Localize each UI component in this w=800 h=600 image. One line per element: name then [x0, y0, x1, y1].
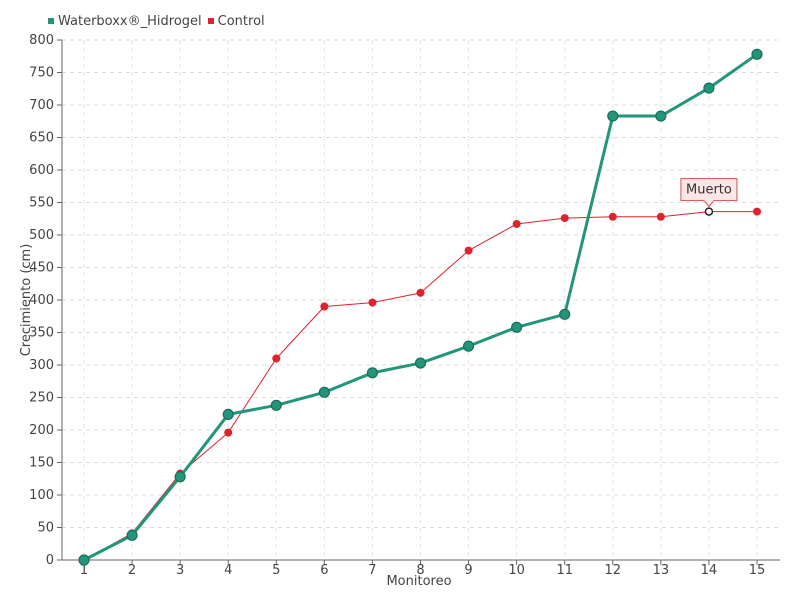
y-tick-label: 550 [29, 196, 54, 211]
legend-item-control[interactable]: Control [207, 13, 265, 29]
x-tick-label: 8 [416, 563, 424, 578]
x-tick-label: 3 [176, 563, 184, 578]
chart-legend: Waterboxx®_Hidrogel Control [48, 12, 271, 30]
y-tick-label: 200 [29, 423, 54, 438]
data-point-control [320, 302, 329, 311]
data-point-waterboxx [174, 471, 186, 483]
data-point-waterboxx [366, 367, 379, 379]
data-point-control [224, 428, 233, 437]
y-tick-label: 650 [29, 131, 54, 146]
y-tick-label: 500 [29, 228, 54, 243]
x-tick-label: 6 [320, 563, 328, 578]
x-tick-label: 4 [224, 563, 232, 578]
data-point-waterboxx [414, 357, 427, 369]
y-axis-label: Crecimiento (cm) [19, 244, 34, 357]
y-tick-label: 600 [29, 163, 54, 178]
x-tick-label: 7 [368, 563, 376, 578]
legend-label-control: Control [217, 13, 265, 29]
data-point-waterboxx [655, 110, 667, 122]
y-tick-label: 700 [29, 98, 54, 113]
y-tick-label: 400 [29, 293, 54, 308]
data-point-waterboxx [559, 308, 571, 320]
x-tick-label: 1 [80, 563, 88, 578]
x-tick-label: 13 [653, 563, 670, 578]
data-point-waterboxx [751, 48, 763, 60]
x-axis-label: Monitoreo [386, 574, 451, 589]
data-point-waterboxx [511, 321, 523, 333]
data-point-control [464, 246, 473, 255]
legend-swatch-control [207, 18, 214, 24]
annotation-marker [704, 207, 714, 216]
data-point-control [368, 298, 377, 307]
annotation-label: Muerto [686, 183, 732, 198]
y-tick-label: 750 [29, 66, 54, 81]
data-point-control [753, 207, 761, 216]
x-tick-label: 12 [605, 563, 622, 578]
data-point-waterboxx [607, 110, 619, 122]
data-point-waterboxx [270, 399, 282, 411]
x-tick-label: 5 [272, 563, 280, 578]
y-tick-label: 250 [29, 391, 54, 406]
x-tick-label: 14 [701, 563, 718, 578]
x-tick-label: 11 [556, 563, 573, 578]
data-point-waterboxx [222, 408, 234, 420]
legend-item-waterboxx[interactable]: Waterboxx®_Hidrogel [48, 14, 202, 29]
data-point-control [560, 214, 569, 223]
y-tick-label: 50 [37, 521, 54, 536]
data-point-control [272, 354, 281, 363]
data-point-control [416, 288, 425, 297]
x-tick-label: 2 [128, 563, 136, 578]
annotation-pointer [703, 200, 715, 208]
x-tick-label: 15 [749, 563, 766, 578]
data-point-waterboxx [462, 340, 475, 352]
data-point-waterboxx [78, 554, 90, 566]
y-tick-label: 350 [29, 326, 54, 341]
y-tick-label: 300 [29, 358, 54, 373]
y-tick-label: 450 [29, 261, 54, 276]
y-tick-label: 150 [29, 456, 54, 471]
data-point-waterboxx [318, 386, 330, 398]
data-point-waterboxx [126, 529, 138, 541]
x-tick-label: 9 [464, 563, 472, 578]
data-point-waterboxx [703, 82, 715, 94]
data-point-control [608, 212, 617, 221]
x-tick-label: 10 [508, 563, 525, 578]
y-tick-label: 0 [46, 553, 54, 568]
data-point-control [512, 219, 521, 228]
data-point-control [656, 212, 665, 221]
legend-label-waterboxx: Waterboxx®_Hidrogel [58, 13, 202, 29]
y-tick-label: 800 [29, 33, 54, 48]
legend-swatch-waterboxx [48, 18, 54, 24]
y-tick-label: 100 [29, 488, 54, 503]
